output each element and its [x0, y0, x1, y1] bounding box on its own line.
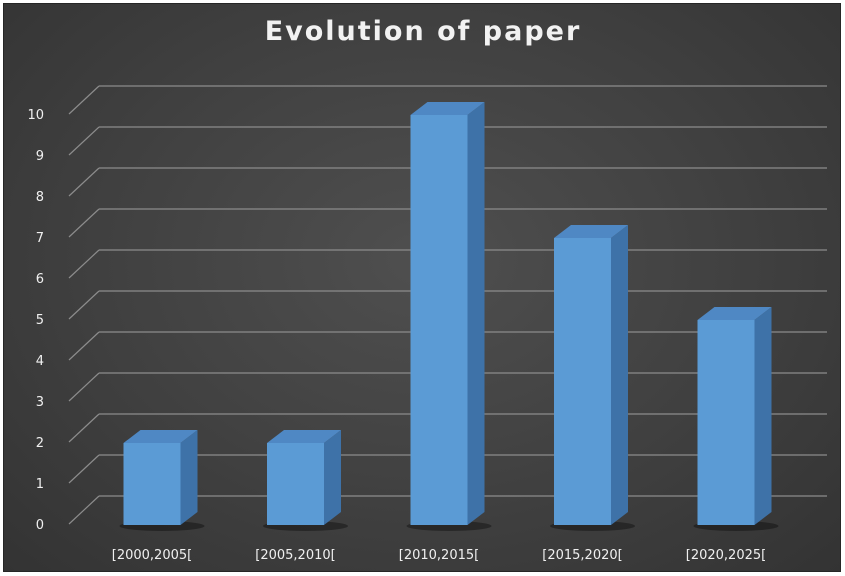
gridline-depth: [68, 167, 100, 197]
gridline-depth: [68, 413, 100, 443]
bar-side: [467, 102, 485, 525]
bar-top: [697, 307, 772, 320]
gridline-depth: [68, 249, 100, 279]
gridline-depth: [68, 208, 100, 238]
x-axis-labels: [2000,2005[ [2005,2010[ [2010,2015[ [2015,2…: [112, 548, 766, 563]
y-tick-label: 1: [36, 477, 44, 492]
x-tick-label: [2005,2010[: [255, 548, 335, 563]
gridline-depth: [68, 454, 100, 484]
bar-front: [267, 443, 324, 525]
bar-4: [693, 307, 779, 531]
bar-top: [410, 102, 485, 115]
y-tick-label: 0: [36, 518, 44, 533]
x-tick-label: [2015,2020[: [542, 548, 622, 563]
y-tick-label: 10: [27, 108, 44, 123]
y-tick-label: 7: [36, 231, 44, 246]
bar-side: [324, 430, 341, 525]
y-tick-label: 4: [36, 354, 44, 369]
gridline-depth: [68, 85, 100, 115]
gridline-depth: [68, 495, 100, 525]
bar-front: [554, 238, 611, 525]
bar-top: [267, 430, 341, 443]
gridline-depth: [68, 126, 100, 156]
gridline-depth: [68, 372, 100, 402]
bar-side: [180, 430, 198, 525]
x-tick-label: [2020,2025[: [686, 548, 766, 563]
chart-title: Evolution of paper: [264, 16, 582, 47]
bar-front: [697, 320, 755, 525]
y-tick-label: 8: [36, 190, 44, 205]
y-tick-label: 5: [36, 313, 44, 328]
y-tick-label: 9: [36, 149, 44, 164]
bar-side: [611, 225, 628, 525]
chart-plot-area: 0 1 2 3 4 5 6 7 8 9 10 [2000,2005[ [2005,2010[ [2010…: [27, 85, 827, 563]
bar-3: [550, 225, 635, 531]
x-tick-label: [2010,2015[: [399, 548, 479, 563]
gridline-depth: [68, 331, 100, 361]
bar-2: [406, 102, 492, 531]
bar-1: [263, 430, 348, 531]
y-tick-label: 6: [36, 272, 44, 287]
bar-side: [754, 307, 772, 525]
bars: [119, 102, 779, 531]
bar-front: [123, 443, 181, 525]
chart-frame: Evolution of paper 0 1 2 3 4 5 6 7 8 9 10 [2000,20…: [3, 3, 841, 572]
bar-front: [410, 115, 468, 525]
y-tick-label: 2: [36, 436, 44, 451]
y-axis-ticks: 0 1 2 3 4 5 6 7 8 9 10: [27, 108, 44, 533]
bar-top: [554, 225, 628, 238]
y-tick-label: 3: [36, 395, 44, 410]
bar-top: [123, 430, 198, 443]
gridline-depth: [68, 290, 100, 320]
x-tick-label: [2000,2005[: [112, 548, 192, 563]
bar-0: [119, 430, 205, 531]
